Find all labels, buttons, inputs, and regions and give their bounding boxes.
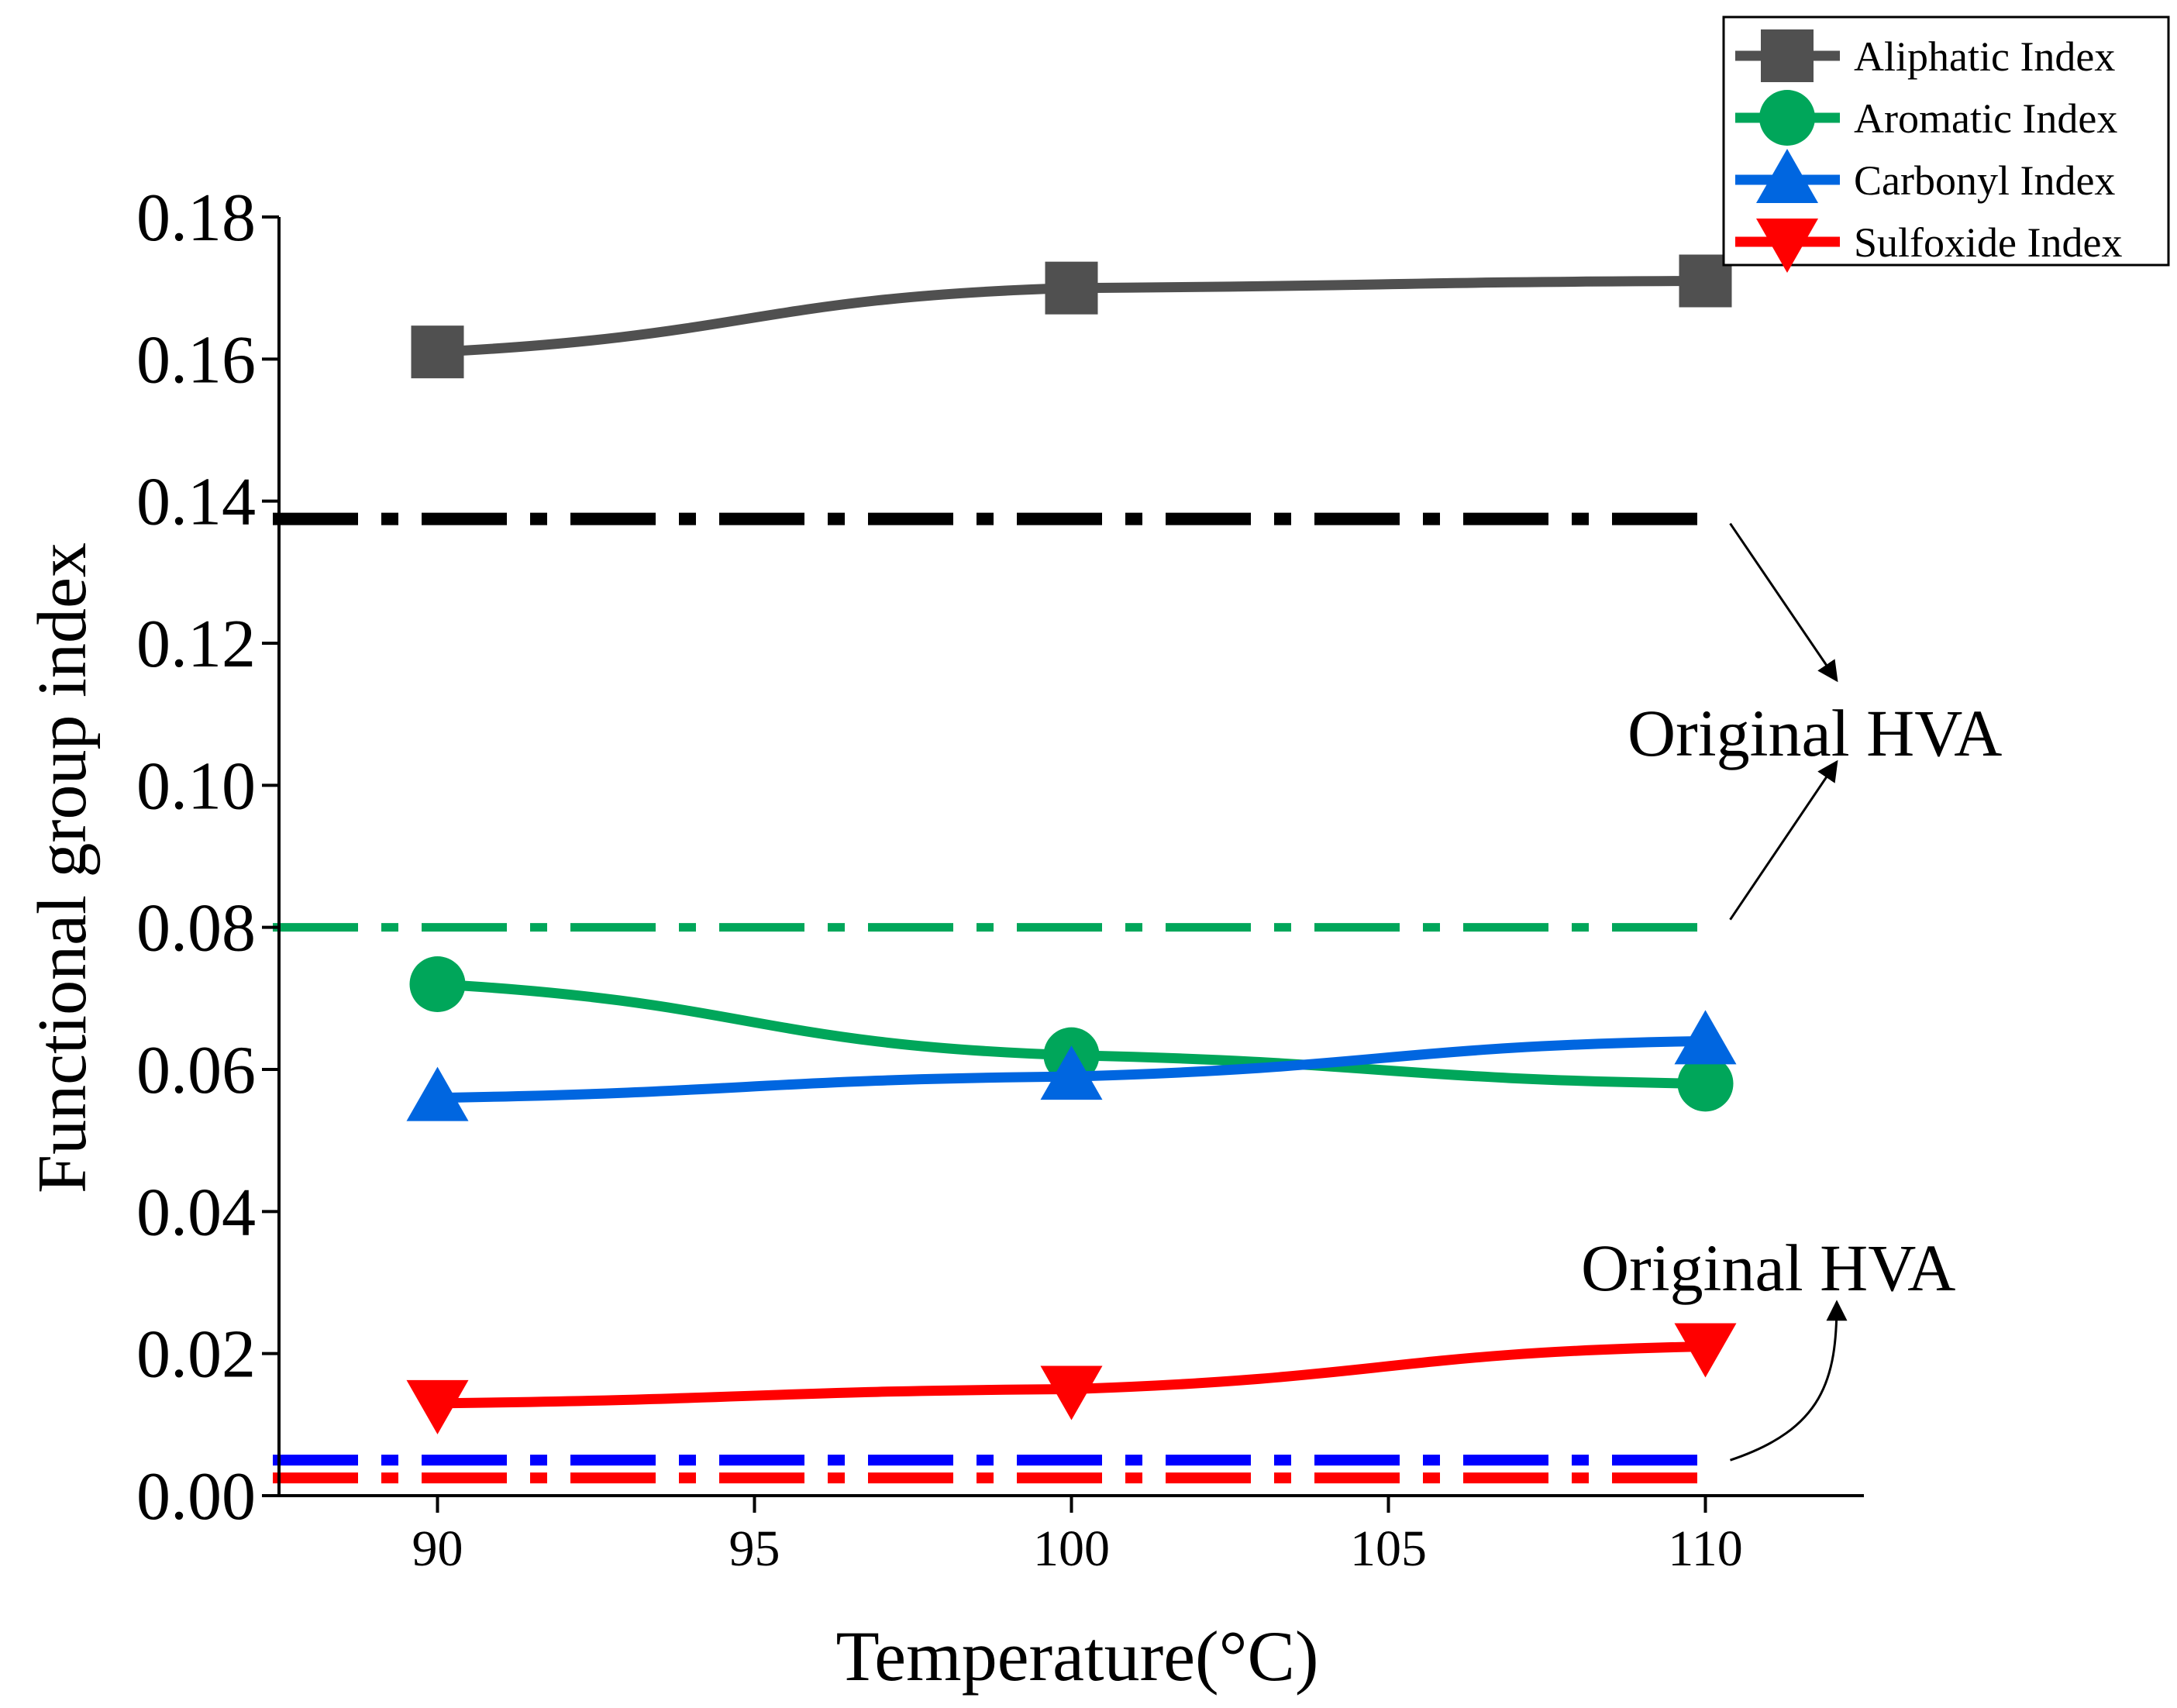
point-sulfoxide-index-90: [406, 1379, 469, 1434]
y-tick-label-0-10: 0.10: [136, 749, 256, 824]
x-tick-label-105: 105: [1350, 1520, 1427, 1577]
point-carbonyl-index-90: [406, 1066, 469, 1121]
point-sulfoxide-index-110: [1674, 1323, 1737, 1378]
y-tick-label-0-00: 0.00: [136, 1459, 256, 1534]
point-aromatic-index-110: [1677, 1055, 1734, 1112]
annotation-original-hva-top: Original HVA: [1628, 696, 2002, 770]
legend-marker-carbonyl-index: [1756, 149, 1818, 203]
annotation-arrow-carbonyl-sulfoxide: [1730, 1300, 1848, 1462]
annotation-original-hva-bottom: Original HVA: [1581, 1231, 1955, 1305]
x-tick-label-110: 110: [1668, 1520, 1743, 1577]
legend-label-aliphatic-index: Aliphatic Index: [1854, 33, 2115, 80]
legend-marker-aliphatic-index: [1761, 29, 1814, 82]
y-tick-label-0-14: 0.14: [136, 465, 256, 540]
y-tick-label-0-04: 0.04: [136, 1175, 256, 1250]
x-tick-label-95: 95: [729, 1520, 780, 1577]
legend-label-sulfoxide-index: Sulfoxide Index: [1854, 219, 2122, 266]
annotation-arrow-aliphatic: [1729, 522, 1838, 683]
legend-label-aromatic-index: Aromatic Index: [1854, 95, 2117, 142]
y-tick-label-0-06: 0.06: [136, 1033, 256, 1108]
y-tick-label-0-12: 0.12: [136, 607, 256, 682]
legend-marker-sulfoxide-index: [1756, 219, 1818, 273]
point-sulfoxide-index-100: [1040, 1365, 1103, 1420]
legend-marker-aromatic-index: [1759, 90, 1815, 146]
point-aliphatic-index-90: [411, 325, 464, 379]
annotation-arrow-aromatic: [1729, 759, 1838, 921]
point-carbonyl-index-110: [1674, 1010, 1737, 1065]
y-tick-label-0-18: 0.18: [136, 181, 256, 256]
point-carbonyl-index-100: [1040, 1045, 1103, 1100]
y-tick-label-0-16: 0.16: [136, 322, 256, 398]
point-aliphatic-index-100: [1045, 261, 1098, 315]
y-axis-label: Functional group index: [24, 542, 101, 1193]
legend-label-carbonyl-index: Carbonyl Index: [1854, 157, 2115, 204]
x-axis-label: Temperature(°C): [836, 1617, 1319, 1696]
x-tick-label-90: 90: [412, 1520, 463, 1577]
y-tick-label-0-08: 0.08: [136, 891, 256, 966]
point-aromatic-index-90: [409, 956, 466, 1012]
x-tick-label-100: 100: [1033, 1520, 1110, 1577]
y-tick-label-0-02: 0.02: [136, 1317, 256, 1393]
